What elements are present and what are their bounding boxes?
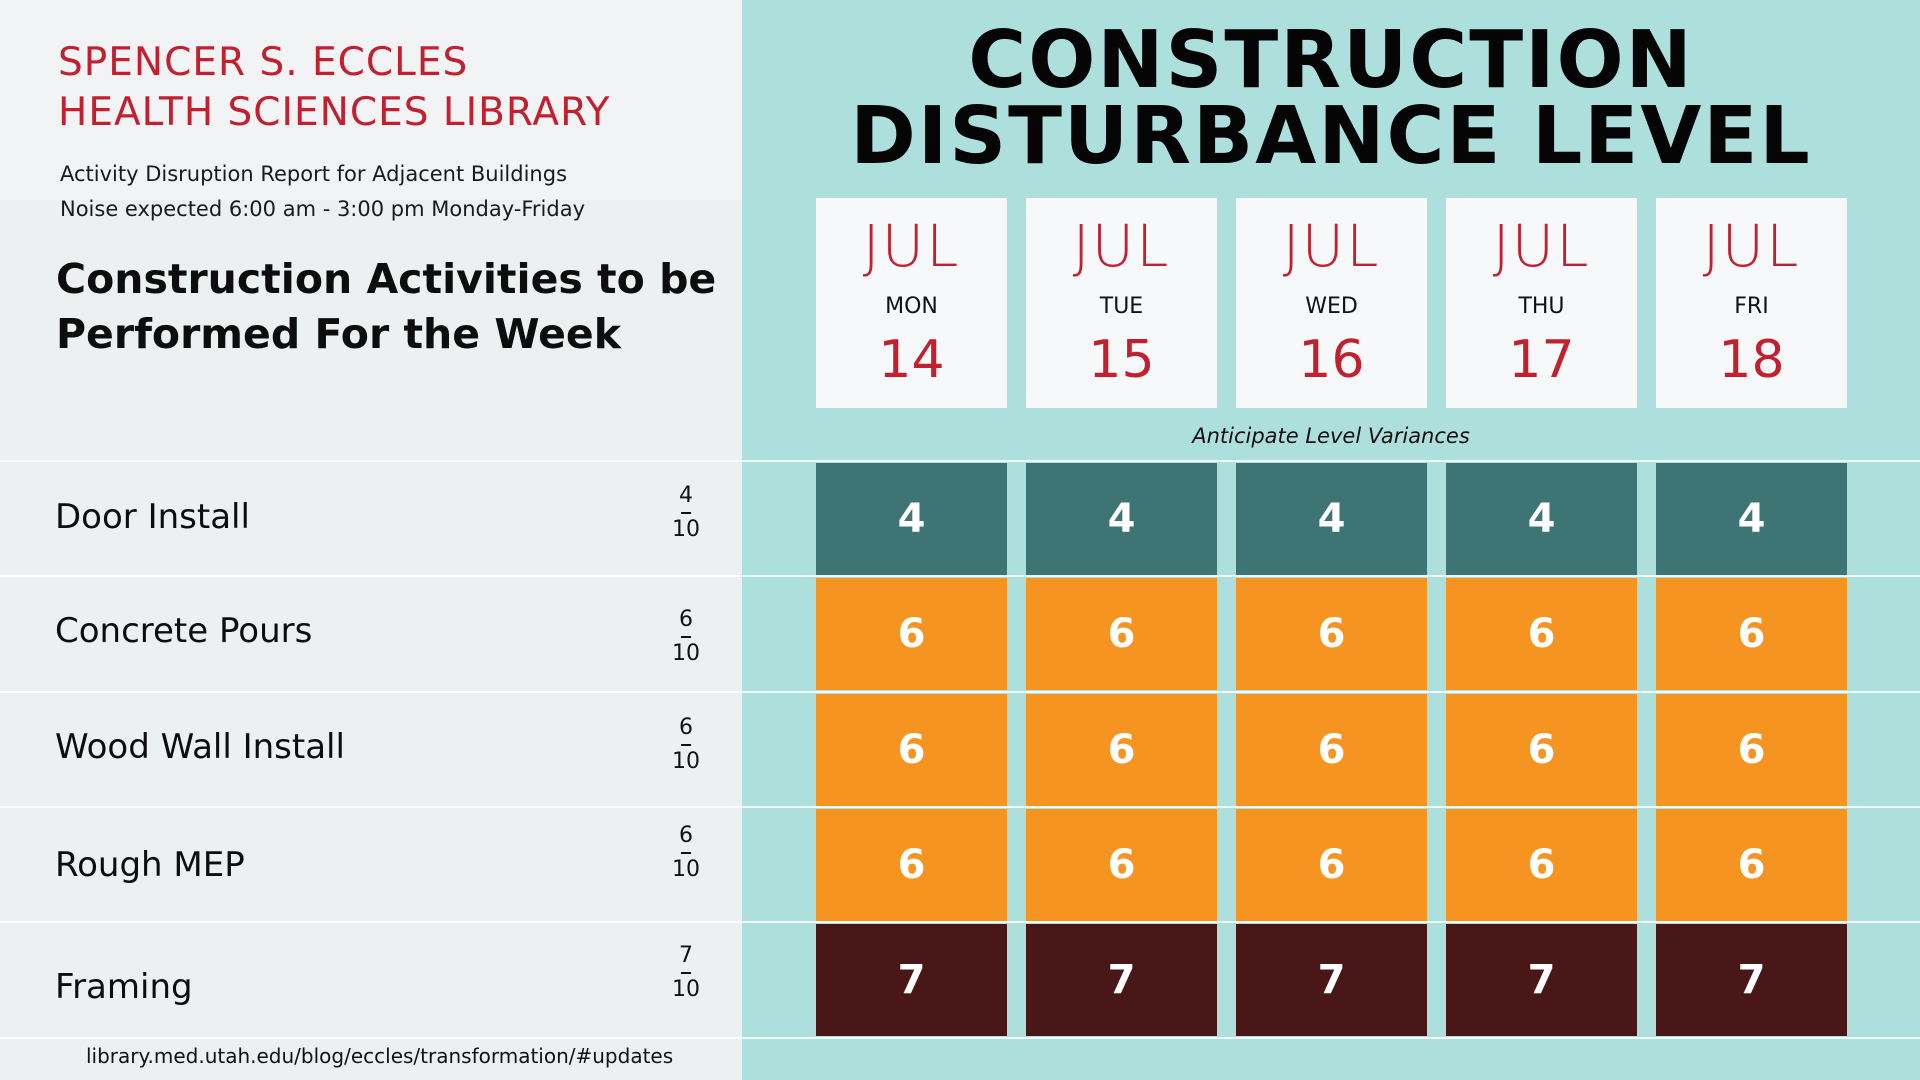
day-weekday: WED [1305,294,1358,319]
level-cell: 6 [816,578,1007,690]
activity-label-concrete-pours: Concrete Pours [55,611,313,651]
level-cell: 6 [1656,809,1847,921]
level-numerator: 6 [679,607,693,632]
fraction-bar [681,512,691,514]
level-cell: 7 [816,924,1007,1036]
left-panel-background [0,200,742,1080]
level-cell: 7 [1446,924,1637,1036]
library-title-line1: SPENCER S. ECCLES [58,40,469,85]
row-divider [0,575,1920,577]
level-numerator: 7 [679,943,693,968]
level-cell: 4 [1446,463,1637,575]
level-cell: 6 [1236,578,1427,690]
row-divider [0,806,1920,808]
day-card-thu: JUL THU 17 [1446,198,1637,408]
activities-heading: Construction Activities to be Performed … [56,252,716,362]
day-month: JUL [862,212,961,280]
activity-label-rough-mep: Rough MEP [55,845,245,885]
level-cell: 6 [1236,809,1427,921]
noise-hours-note: Noise expected 6:00 am - 3:00 pm Monday-… [60,197,585,221]
row-divider [0,1037,1920,1039]
level-numerator: 6 [679,823,693,848]
level-cell: 6 [1446,578,1637,690]
level-denominator: 10 [672,977,700,1002]
activity-label-wood-wall-install: Wood Wall Install [55,727,345,767]
level-numerator: 6 [679,715,693,740]
day-card-mon: JUL MON 14 [816,198,1007,408]
level-cell: 6 [1026,578,1217,690]
level-cell: 6 [1656,578,1847,690]
activities-heading-line1: Construction Activities to be [56,255,717,303]
activity-level-fraction: 4 10 [664,484,708,542]
level-cell: 7 [1236,924,1427,1036]
level-numerator: 4 [679,483,693,508]
level-cell: 4 [1656,463,1847,575]
level-cell: 4 [1026,463,1217,575]
day-date: 16 [1298,330,1365,390]
day-month: JUL [1492,212,1591,280]
library-title-line2: HEALTH SCIENCES LIBRARY [58,90,611,135]
main-title: CONSTRUCTION DISTURBANCE LEVEL [742,14,1920,182]
activity-level-fraction: 6 10 [664,608,708,666]
day-weekday: THU [1518,294,1565,319]
activities-heading-line2: Performed For the Week [56,310,621,358]
fraction-bar [681,852,691,854]
variance-note: Anticipate Level Variances [1192,424,1470,448]
activity-label-door-install: Door Install [55,497,250,537]
level-cell: 6 [816,694,1007,806]
footer-url: library.med.utah.edu/blog/eccles/transfo… [86,1044,674,1068]
day-month: JUL [1072,212,1171,280]
level-cell: 7 [1656,924,1847,1036]
level-cell: 4 [816,463,1007,575]
day-weekday: TUE [1099,294,1144,319]
fraction-bar [681,744,691,746]
level-cell: 6 [1026,809,1217,921]
activity-level-fraction: 6 10 [664,824,708,882]
activity-label-framing: Framing [55,967,193,1007]
level-denominator: 10 [672,749,700,774]
level-denominator: 10 [672,641,700,666]
day-weekday: MON [885,294,938,319]
level-cell: 6 [1446,694,1637,806]
day-month: JUL [1282,212,1381,280]
day-card-tue: JUL TUE 15 [1026,198,1217,408]
main-title-line1: CONSTRUCTION [968,14,1694,106]
day-month: JUL [1702,212,1801,280]
level-denominator: 10 [672,857,700,882]
left-header-background [0,0,742,200]
day-card-fri: JUL FRI 18 [1656,198,1847,408]
level-cell: 6 [1656,694,1847,806]
main-title-line2: DISTURBANCE LEVEL [850,90,1812,182]
fraction-bar [681,636,691,638]
level-cell: 6 [1026,694,1217,806]
day-card-wed: JUL WED 16 [1236,198,1427,408]
row-divider [0,691,1920,693]
day-weekday: FRI [1734,294,1769,319]
level-cell: 6 [1236,694,1427,806]
day-date: 18 [1718,330,1785,390]
day-date: 14 [878,330,945,390]
level-denominator: 10 [672,517,700,542]
report-subtitle: Activity Disruption Report for Adjacent … [60,162,568,186]
row-divider [0,921,1920,923]
level-cell: 6 [1446,809,1637,921]
activity-level-fraction: 6 10 [664,716,708,774]
row-divider [0,460,1920,462]
library-title: SPENCER S. ECCLES HEALTH SCIENCES LIBRAR… [58,38,611,138]
day-date: 17 [1508,330,1575,390]
fraction-bar [681,972,691,974]
activity-level-fraction: 7 10 [664,944,708,1002]
level-cell: 7 [1026,924,1217,1036]
day-date: 15 [1088,330,1155,390]
level-cell: 6 [816,809,1007,921]
level-cell: 4 [1236,463,1427,575]
